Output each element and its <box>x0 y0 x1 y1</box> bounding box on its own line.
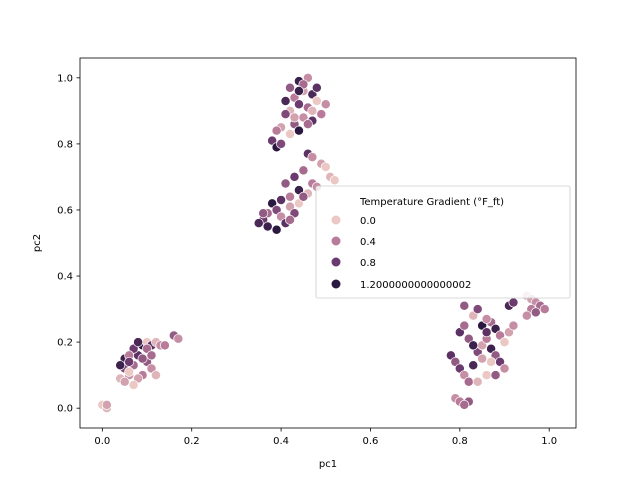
x-tick-label: 0.4 <box>273 436 289 447</box>
data-point <box>280 109 291 120</box>
legend: Temperature Gradient (°F_ft) 0.0 0.4 0.8… <box>315 185 571 299</box>
y-tick-label: 1.0 <box>57 73 73 84</box>
data-point <box>271 224 282 235</box>
data-point <box>159 340 170 351</box>
data-point <box>276 138 287 149</box>
data-point <box>508 297 519 308</box>
data-point <box>253 218 264 229</box>
data-point <box>124 356 135 367</box>
data-point <box>459 399 470 410</box>
data-point <box>459 300 470 311</box>
data-point <box>285 214 295 225</box>
x-tick-label: 0.2 <box>184 436 200 447</box>
data-point <box>521 310 532 321</box>
data-point <box>316 109 327 120</box>
data-point <box>329 175 340 186</box>
data-point <box>468 340 479 351</box>
legend-entry-label: 1.2000000000000002 <box>360 280 471 291</box>
data-point <box>128 380 139 391</box>
legend-marker <box>331 215 341 225</box>
legend-title: Temperature Gradient (°F_ft) <box>359 197 504 208</box>
data-point <box>151 370 161 381</box>
data-point <box>280 178 291 189</box>
data-point <box>124 366 135 377</box>
legend-box <box>315 185 571 299</box>
data-point <box>146 350 157 361</box>
axes-layer: 0.0 0.2 0.4 0.6 0.8 1.0 0.0 0.2 0.4 0.6 0.8 1.0 <box>57 73 557 447</box>
data-point <box>258 208 269 219</box>
data-point <box>468 360 479 371</box>
points-layer <box>97 72 550 414</box>
legend-entry-label: 0.4 <box>360 237 376 248</box>
data-point <box>311 95 322 106</box>
data-point <box>137 353 148 364</box>
data-point <box>311 82 322 93</box>
y-axis-label: pc2 <box>32 234 43 252</box>
data-point <box>481 314 492 324</box>
data-point <box>294 86 304 96</box>
y-tick-label: 0.2 <box>57 338 73 349</box>
plot-frame <box>79 57 577 429</box>
data-point <box>289 171 300 182</box>
data-point <box>285 82 295 93</box>
data-point <box>133 337 144 348</box>
data-point <box>294 125 304 136</box>
data-point <box>298 165 309 176</box>
data-point <box>472 304 483 315</box>
data-point <box>173 333 184 344</box>
data-point <box>481 327 492 338</box>
legend-marker <box>331 236 341 246</box>
x-axis-label: pc1 <box>319 459 337 470</box>
data-point <box>119 376 130 387</box>
data-point <box>486 356 497 367</box>
legend-entry-label: 0.0 <box>360 216 376 227</box>
y-tick-label: 0.4 <box>57 272 73 283</box>
legend-marker <box>331 257 341 267</box>
data-point <box>307 152 318 163</box>
data-point <box>459 320 470 331</box>
data-point <box>530 307 541 318</box>
data-point <box>320 162 331 172</box>
data-point <box>285 191 295 202</box>
data-point <box>271 125 282 136</box>
y-tick-label: 0.0 <box>57 404 73 415</box>
x-tick-label: 0.8 <box>452 436 468 447</box>
x-tick-label: 1.0 <box>541 436 557 447</box>
data-point <box>285 129 295 139</box>
data-point <box>477 353 488 364</box>
data-point <box>499 363 510 374</box>
data-point <box>289 112 300 123</box>
data-point <box>320 99 331 110</box>
y-tick-label: 0.8 <box>57 139 73 150</box>
data-point <box>307 105 318 116</box>
data-point <box>280 95 291 106</box>
data-point <box>302 119 313 130</box>
data-point <box>294 99 304 110</box>
data-point <box>539 304 550 315</box>
data-point <box>499 337 510 348</box>
legend-entry-label: 0.8 <box>360 258 376 269</box>
x-tick-label: 0.6 <box>362 436 378 447</box>
y-tick-label: 0.6 <box>57 205 73 216</box>
legend-marker <box>331 279 341 289</box>
x-tick-label: 0.0 <box>94 436 110 447</box>
data-point <box>298 191 309 202</box>
data-point <box>276 195 287 206</box>
data-point <box>490 370 501 381</box>
data-point <box>463 376 474 387</box>
data-point <box>508 320 519 331</box>
data-point <box>115 360 126 371</box>
data-point <box>472 376 483 387</box>
data-point <box>101 399 112 410</box>
data-point <box>262 221 273 232</box>
data-point <box>481 370 492 381</box>
